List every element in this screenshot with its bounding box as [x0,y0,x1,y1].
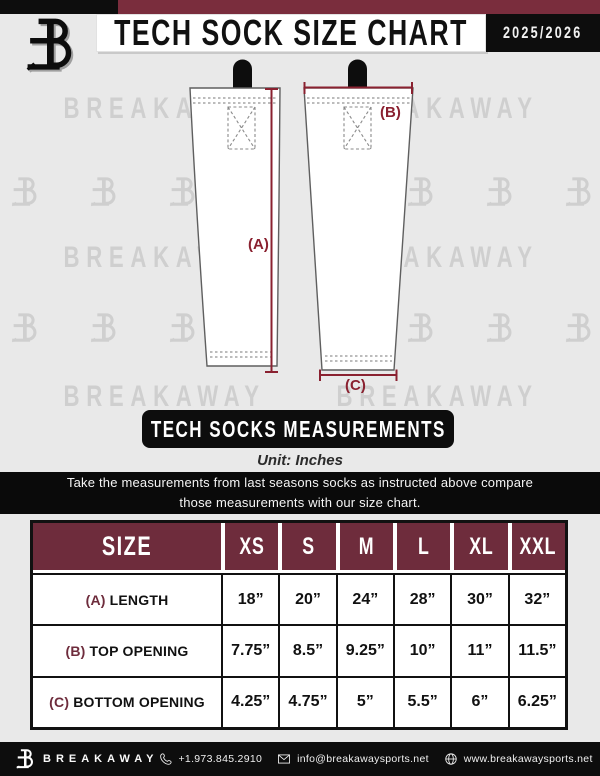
footer-email[interactable]: info@breakawaysports.net [277,752,429,766]
footer-phone[interactable]: +1.973.845.2910 [159,752,263,766]
measurements-banner-title: TECH SOCKS MEASUREMENTS [150,415,446,442]
top-accent-black-segment [0,0,118,14]
footer-brand: BREAKAWAY [14,747,159,771]
table-header-xs: XS [221,523,279,573]
stitch-lines-bottom [210,351,392,362]
measurements-banner: TECH SOCKS MEASUREMENTS [142,410,454,448]
table-cell: 20” [278,573,336,625]
table-header-l: L [392,523,451,573]
table-header-xxl: XXL [507,523,565,573]
footer-bar: BREAKAWAY +1.973.845.2910 info@breakaway… [0,742,600,776]
table-cell: 11” [450,624,508,676]
instruction-bar: Take the measurements from last seasons … [0,472,600,514]
table-cell: 28” [392,573,451,625]
top-accent-strip [0,0,600,14]
measure-label-a: (A) [248,236,269,253]
instruction-text: Take the measurements from last seasons … [66,474,534,510]
table-cell: 32” [507,573,565,625]
footer-contacts: +1.973.845.2910 info@breakawaysports.net… [159,752,593,766]
sock-front-outline [303,87,414,371]
measure-label-c: (C) [345,377,366,394]
table-cell: 6.25” [507,675,565,727]
table-cell: 4.75” [278,675,336,727]
table-cell: 5.5” [392,675,451,727]
table-header-s: S [278,523,336,573]
table-row-label-top-opening: (B) TOP OPENING [33,624,221,675]
table-cell: 11.5” [507,624,565,676]
footer-phone-text: +1.973.845.2910 [178,753,263,765]
table-cell: 4.25” [221,675,279,727]
sock-diagram [189,59,414,381]
table-header-xl: XL [450,523,508,573]
breakaway-logo-icon [14,747,34,771]
size-table: SIZE XS S M L XL XXL (A) LENGTH 18” 20” … [30,520,568,730]
table-cell: 5” [335,675,393,727]
table-cell: 10” [392,624,451,676]
email-icon [278,754,291,764]
table-cell: 18” [221,573,279,625]
season-badge: 2025/2026 [486,14,600,52]
stitch-lines-top [193,97,410,104]
table-row-label-length: (A) LENGTH [33,573,221,624]
table-cell: 7.75” [221,624,279,676]
footer-email-text: info@breakawaysports.net [297,753,429,765]
footer-website-text: www.breakawaysports.net [463,753,593,765]
page-title: TECH SOCK SIZE CHART [114,12,468,53]
page-title-band: TECH SOCK SIZE CHART [96,12,486,53]
season-label: 2025/2026 [503,23,583,42]
footer-website[interactable]: www.breakawaysports.net [444,752,593,766]
table-cell: 9.25” [335,624,393,676]
table-cell: 24” [335,573,393,625]
table-cell: 8.5” [278,624,336,676]
table-cell: 6” [450,675,508,727]
breakaway-logo-icon [20,15,74,75]
footer-brand-name: BREAKAWAY [43,753,159,765]
table-row-label-bottom-opening: (C) BOTTOM OPENING [33,675,221,727]
table-header-size: SIZE [33,523,221,573]
sock-tab [233,59,252,89]
table-header-m: M [335,523,393,573]
sock-tab [348,59,367,89]
velcro-patch [227,106,372,150]
globe-icon [445,753,457,765]
measure-label-b: (B) [380,104,401,121]
phone-icon [159,753,172,765]
table-cell: 30” [450,573,508,625]
sock-back-outline [189,87,281,367]
unit-note: Unit: Inches [257,452,343,469]
